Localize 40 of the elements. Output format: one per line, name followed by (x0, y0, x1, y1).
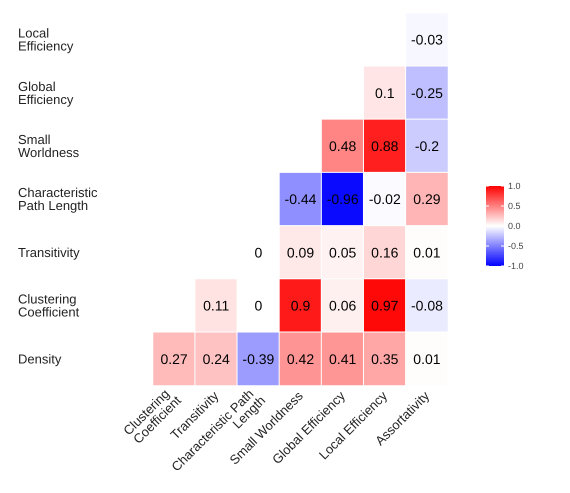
color-bar-label: 0.0 (508, 221, 521, 231)
data-label: 0.41 (329, 350, 356, 367)
data-label: -0.03 (410, 32, 444, 48)
y-tick-label: Global Efficiency (18, 78, 74, 107)
data-label: 0.01 (413, 244, 441, 260)
y-tick-label: Characteristic Path Length (18, 185, 102, 214)
y-tick-label: Density (18, 351, 62, 366)
data-label: 0.09 (286, 244, 314, 260)
data-label: 0.01 (413, 350, 441, 367)
data-label: 0.48 (329, 138, 356, 154)
data-label: 0.27 (160, 350, 188, 367)
data-label: -0.02 (368, 191, 401, 208)
data-label: 0.97 (371, 298, 399, 314)
color-bar-label: -0.5 (508, 241, 524, 251)
data-label: 0.24 (202, 350, 230, 367)
data-label: -0.96 (326, 191, 359, 208)
y-tick-label: Local Efficiency (18, 26, 74, 54)
data-label: 0 (254, 244, 262, 260)
data-label: 0.11 (203, 298, 230, 314)
y-tick-label: Clustering Coefficient (18, 292, 80, 320)
y-tick-label: Small Worldness (18, 132, 80, 160)
y-tick-label: Transitivity (18, 244, 80, 260)
data-label: -0.39 (242, 350, 275, 367)
data-label: 0.42 (286, 350, 314, 367)
data-label: 0.05 (329, 244, 356, 260)
data-label: 0.1 (375, 84, 395, 101)
data-label: 0.9 (290, 298, 310, 314)
color-bar-label: -1.0 (508, 261, 524, 271)
data-label: 0.06 (329, 298, 356, 314)
color-bar-label: 0.5 (508, 201, 521, 211)
data-label: 0 (254, 298, 262, 314)
data-label: -0.44 (284, 191, 317, 208)
data-label: 0.29 (413, 191, 441, 208)
data-label: -0.08 (410, 298, 444, 314)
data-label: 0.88 (371, 138, 399, 154)
data-label: 0.16 (371, 244, 399, 260)
data-label: -0.25 (410, 84, 444, 101)
color-bar-label: 1.0 (508, 181, 521, 191)
data-label: -0.2 (414, 138, 440, 154)
data-label: 0.35 (371, 350, 399, 367)
